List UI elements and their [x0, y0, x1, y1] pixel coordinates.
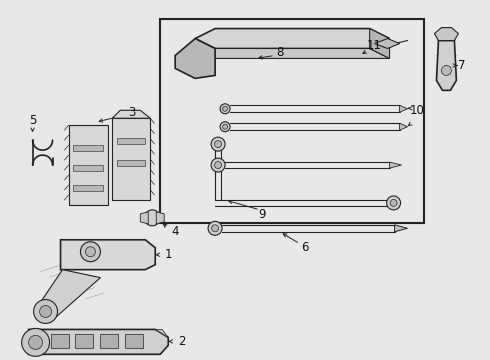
Polygon shape	[112, 110, 150, 118]
Polygon shape	[112, 118, 150, 200]
Polygon shape	[61, 240, 155, 270]
Text: 5: 5	[29, 114, 36, 127]
Bar	[75, 334, 94, 348]
Polygon shape	[437, 41, 456, 90]
Circle shape	[220, 104, 230, 114]
Bar	[125, 334, 143, 348]
Bar	[74, 185, 103, 191]
Circle shape	[34, 300, 57, 323]
Polygon shape	[175, 39, 215, 78]
Polygon shape	[369, 28, 390, 58]
Polygon shape	[435, 28, 458, 41]
Circle shape	[85, 247, 96, 257]
Polygon shape	[36, 270, 100, 318]
Circle shape	[208, 221, 222, 235]
Bar	[74, 145, 103, 151]
Text: 2: 2	[178, 335, 186, 348]
Circle shape	[387, 196, 400, 210]
Polygon shape	[394, 225, 408, 232]
Circle shape	[211, 137, 225, 151]
Circle shape	[22, 328, 49, 356]
Bar	[50, 334, 69, 348]
Bar	[74, 165, 103, 171]
Polygon shape	[215, 49, 390, 58]
Polygon shape	[195, 28, 390, 49]
Circle shape	[28, 336, 43, 349]
Circle shape	[80, 242, 100, 262]
Circle shape	[215, 162, 221, 168]
Circle shape	[212, 225, 219, 232]
Polygon shape	[69, 125, 108, 205]
Polygon shape	[156, 212, 164, 224]
Text: 8: 8	[276, 46, 284, 59]
Polygon shape	[28, 329, 168, 354]
Text: 11: 11	[367, 39, 382, 52]
Text: 3: 3	[129, 106, 136, 119]
Bar	[118, 160, 145, 166]
Circle shape	[220, 122, 230, 132]
Circle shape	[40, 306, 51, 318]
Text: 4: 4	[172, 225, 179, 238]
Text: 6: 6	[301, 241, 309, 254]
Polygon shape	[399, 123, 408, 130]
Circle shape	[390, 199, 397, 206]
Bar	[100, 334, 119, 348]
Circle shape	[215, 141, 221, 148]
Bar	[160, 19, 424, 223]
Bar	[118, 138, 145, 144]
Polygon shape	[155, 329, 168, 337]
Text: 10: 10	[410, 104, 425, 117]
Polygon shape	[140, 212, 148, 224]
Circle shape	[441, 66, 451, 75]
Polygon shape	[390, 162, 401, 168]
Circle shape	[211, 158, 225, 172]
Polygon shape	[399, 105, 408, 112]
Circle shape	[144, 210, 160, 226]
Polygon shape	[375, 39, 399, 49]
Polygon shape	[195, 39, 215, 75]
Circle shape	[222, 124, 227, 129]
Text: 1: 1	[165, 248, 172, 261]
Circle shape	[222, 106, 227, 111]
Text: 7: 7	[458, 59, 465, 72]
Text: 9: 9	[258, 208, 266, 221]
